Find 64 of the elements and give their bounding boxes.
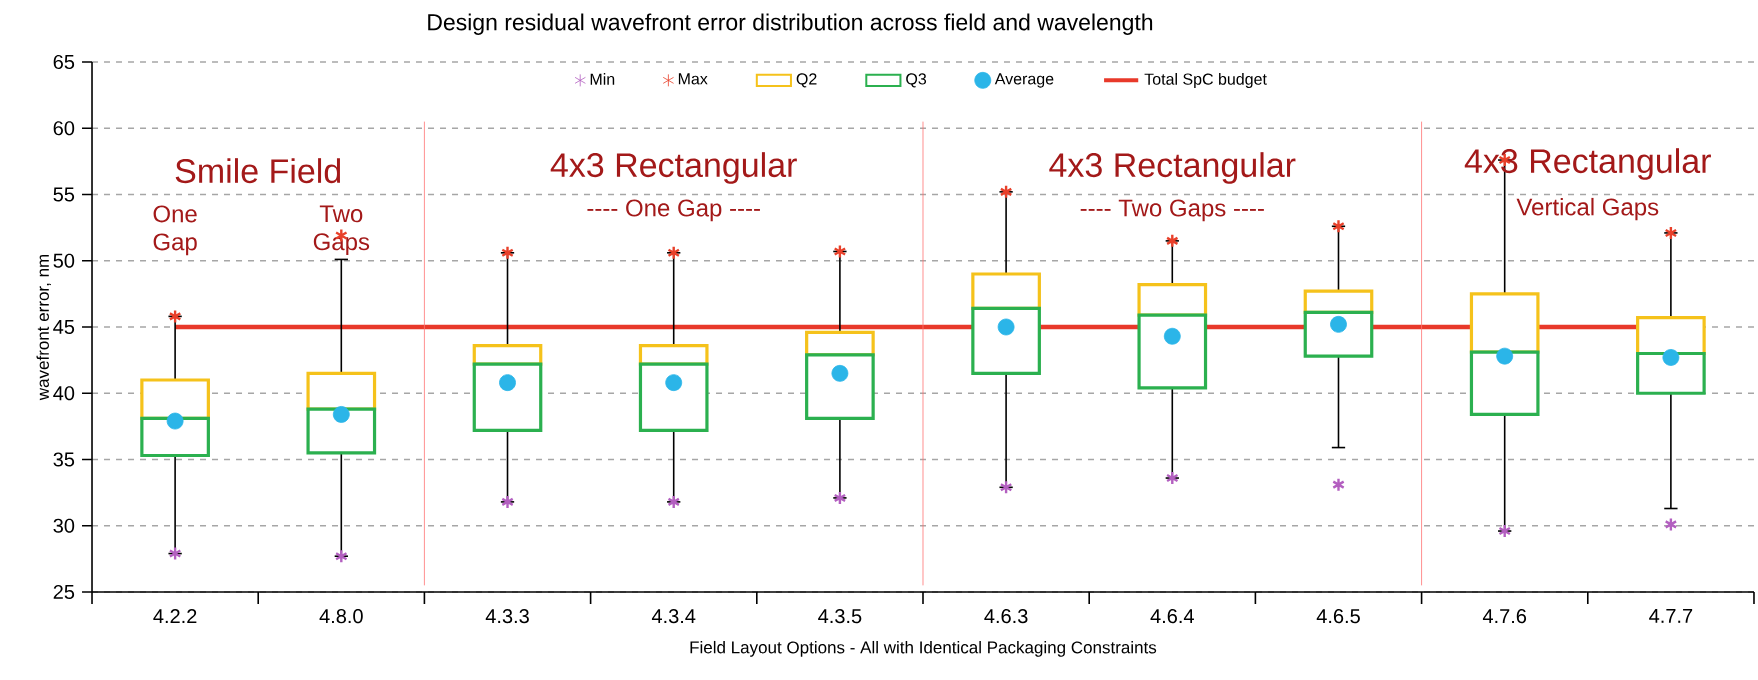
y-axis-title: wavefront error, nm	[36, 254, 51, 401]
point	[501, 245, 514, 260]
x-tick-label: 4.6.3	[984, 609, 1028, 624]
x-tick-label: 4.6.4	[1150, 609, 1194, 624]
point	[997, 318, 1015, 336]
y-tick-label: 65	[53, 54, 75, 70]
point	[667, 245, 681, 260]
point	[168, 546, 182, 561]
point	[1496, 347, 1514, 365]
point	[332, 406, 350, 423]
y-tick-label: 40	[53, 386, 75, 401]
annotation: One Gap	[153, 205, 197, 256]
x-tick-label: 4.3.5	[818, 609, 862, 624]
y-tick-label: 25	[53, 584, 75, 600]
annotation: ---- One Gap ----	[587, 199, 760, 222]
chart-title: Design residual wavefront error distribution across field and wavelength	[428, 13, 1153, 35]
point	[1662, 349, 1680, 366]
x-tick-label: 4.7.7	[1649, 609, 1693, 623]
legend-label: Q3	[906, 73, 927, 88]
annotation: Smile Field	[175, 158, 341, 184]
point	[999, 480, 1013, 495]
legend-label: Total SpC budget	[1144, 73, 1267, 88]
point	[1332, 477, 1345, 492]
point	[1332, 219, 1345, 234]
x-tick-label: 4.7.6	[1482, 609, 1527, 624]
y-tick-label: 35	[53, 452, 75, 467]
point	[999, 184, 1013, 200]
annotation: 4x3 Rectangular	[550, 152, 797, 184]
x-tick-label: 4.2.2	[153, 609, 197, 624]
annotation: 4x3 Rectangular	[1049, 152, 1296, 184]
point	[1664, 517, 1678, 532]
x-tick-label: 4.8.0	[319, 609, 363, 624]
point	[166, 412, 184, 430]
legend-label: Min	[590, 73, 615, 85]
x-tick-label: 4.6.5	[1316, 609, 1360, 624]
point	[833, 244, 847, 259]
y-tick-label: 50	[53, 253, 75, 268]
point	[334, 549, 348, 564]
x-tick-label: 4.3.4	[651, 609, 696, 624]
point	[1498, 523, 1512, 539]
point	[667, 494, 681, 510]
point	[831, 364, 849, 382]
annotation: Vertical Gaps	[1516, 197, 1659, 221]
point	[499, 374, 516, 392]
point	[1165, 470, 1179, 486]
point	[168, 309, 182, 324]
legend-label: Q2	[796, 73, 817, 88]
y-tick-label: 60	[53, 121, 75, 136]
point	[665, 374, 683, 392]
point	[1664, 225, 1678, 241]
legend-label: Max	[678, 73, 708, 85]
annotation: ---- Two Gaps ----	[1080, 199, 1264, 222]
annotation: Two Gaps	[313, 205, 370, 256]
legend-label: Average	[994, 73, 1054, 88]
x-axis-title: Field Layout Options - All with Identical Packaging Constraints	[690, 640, 1157, 657]
y-tick-label: 45	[53, 320, 75, 334]
point	[1330, 315, 1347, 333]
y-tick-label: 30	[53, 518, 75, 533]
x-tick-label: 4.3.3	[485, 609, 529, 624]
point	[1165, 233, 1179, 249]
point	[833, 490, 847, 506]
point	[1163, 327, 1181, 345]
point	[501, 494, 514, 510]
y-tick-label: 55	[53, 187, 75, 202]
